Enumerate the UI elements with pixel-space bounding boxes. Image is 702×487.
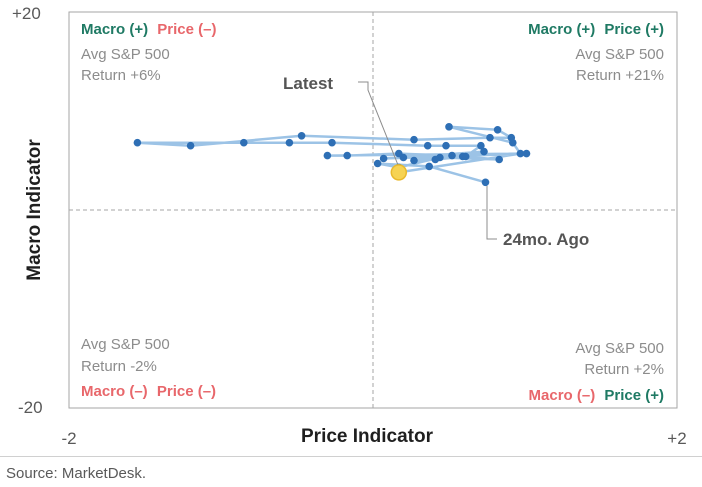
quadrant-bottom-left-stat-label: Avg S&P 500 [81,336,170,353]
data-point-29 [486,133,494,142]
data-point-17 [431,155,440,164]
quadrant-top-left-macro: Macro (+) [81,21,148,38]
y-axis-title: Macro Indicator [24,139,45,281]
source-note: Source: MarketDesk. [6,465,147,482]
quadrant-top-left-heading: Macro (+) Price (–) [81,21,216,38]
quadrant-bottom-left-macro: Macro (–) [81,383,148,400]
quadrant-top-right-stat-label: Avg S&P 500 [575,46,664,63]
latest-point-marker [390,164,408,181]
data-point-6 [495,155,504,164]
latest-callout-leader [358,81,401,171]
point-layer [133,123,531,187]
data-point-28 [410,135,418,144]
oldest-callout-leader [486,186,497,240]
quadrant-top-left-price: Price (–) [157,21,216,38]
quadrant-bottom-right-macro: Macro (–) [529,387,596,404]
data-point-16 [410,156,418,165]
quadrant-scatter-chart: Macro (+) Price (–) Avg S&P 500 Return +… [12,4,687,448]
data-point-32 [445,123,453,131]
data-point-34 [516,149,525,158]
data-point-18 [461,152,470,161]
quadrant-top-left-stat-value: Return +6% [81,67,161,84]
data-point-19 [477,141,485,150]
quadrant-bottom-left-price: Price (–) [157,383,216,400]
quadrant-bottom-right-price: Price (+) [604,387,664,404]
quadrant-top-left-stat-label: Avg S&P 500 [81,46,170,63]
data-point-31 [493,126,502,134]
x-tick-label-left: -2 [61,429,76,448]
data-point-20 [442,141,450,150]
data-point-14 [399,153,408,162]
data-point-22 [328,138,336,147]
x-tick-label-right: +2 [667,429,686,448]
callout-layer: Latest 24mo. Ago [283,74,589,249]
data-point-3 [373,159,382,168]
x-axis-title: Price Indicator [301,426,434,447]
data-point-26 [186,141,195,150]
oldest-callout-label: 24mo. Ago [503,230,589,249]
quadrant-bottom-right-heading: Macro (–) Price (+) [529,387,664,404]
data-point-12 [522,149,531,158]
quadrant-top-right-price: Price (+) [604,21,664,38]
quadrant-bottom-left-stat-value: Return -2% [81,358,157,375]
y-tick-label-top: +20 [12,4,41,23]
data-point-24 [240,138,248,147]
quadrant-top-right-stat-value: Return +21% [576,67,664,84]
data-point-33 [509,138,517,147]
quadrant-bottom-left-heading: Macro (–) Price (–) [81,383,216,400]
quadrant-bottom-right-stat-label: Avg S&P 500 [575,340,664,357]
y-tick-label-bottom: -20 [18,398,43,417]
data-point-21 [423,141,432,150]
data-point-15 [480,147,488,156]
data-point-8 [448,151,456,160]
data-point-27 [297,132,306,140]
data-point-13 [379,154,388,163]
data-point-11 [323,151,332,160]
quadrant-top-right-macro: Macro (+) [528,21,595,38]
data-point-2 [425,162,434,171]
data-point-1 [481,178,490,187]
footer-divider [0,456,702,457]
data-point-23 [285,138,294,147]
quadrant-top-right-heading: Macro (+) Price (+) [528,21,664,38]
latest-callout-label: Latest [283,74,333,93]
data-point-25 [133,138,142,147]
quadrant-bottom-right-stat-value: Return +2% [584,361,664,378]
data-point-10 [343,151,352,160]
